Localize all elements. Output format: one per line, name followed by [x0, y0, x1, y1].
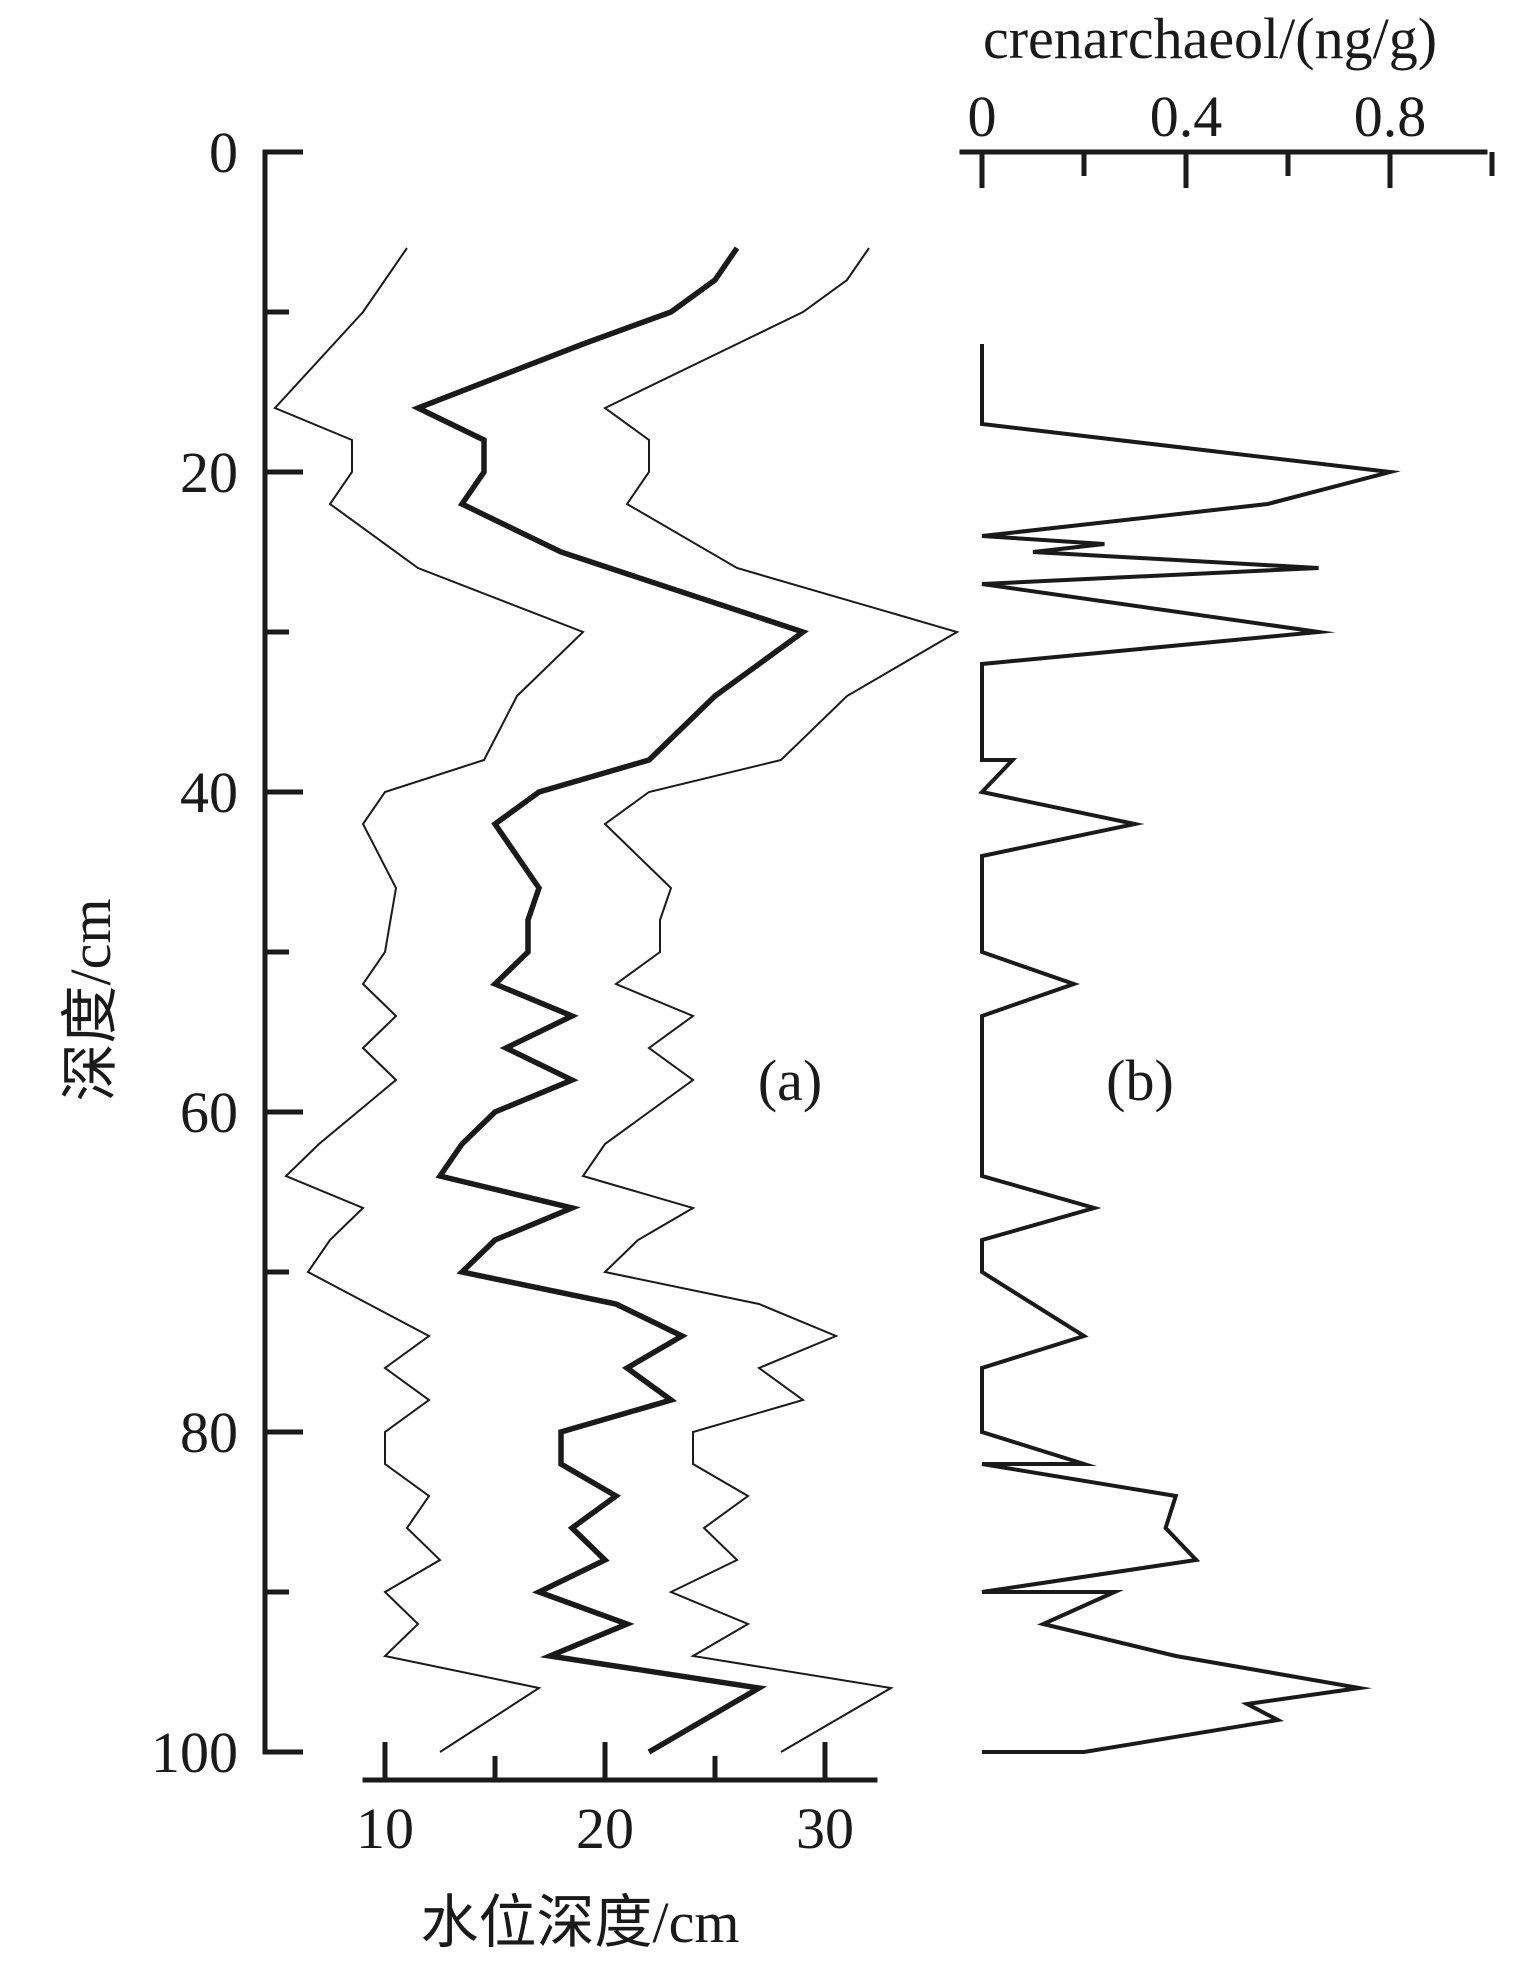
a-y-axis-title: 深度/cm	[58, 899, 123, 1102]
b-x-tick-label: 0.8	[1354, 84, 1427, 149]
b-x-tick-label: 0.4	[1150, 84, 1223, 149]
b-panel-label: (b)	[1106, 1048, 1174, 1113]
a-y-tick-label: 100	[151, 1720, 238, 1785]
panel-a: 0 20 40 60 80 100 10 20 30 深度/cm 水位深度/cm (a)	[58, 120, 960, 1955]
a-panel-label: (a)	[758, 1048, 822, 1113]
a-x-axis-ticks: 10 20 30	[356, 1742, 854, 1861]
panel-b: 0 0.4 0.8 crenarchaeol/(ng/g) (b)	[959, 6, 1495, 1754]
b-x-axis-ticks: 0 0.4 0.8	[968, 84, 1495, 188]
a-y-tick-label: 20	[180, 440, 238, 505]
a-x-tick-label: 20	[576, 1796, 634, 1861]
a-y-tick-label: 60	[180, 1080, 238, 1145]
a-y-tick-label: 40	[180, 760, 238, 825]
b-x-tick-label: 0	[968, 84, 997, 149]
a-x-axis-title: 水位深度/cm	[421, 1890, 740, 1955]
a-y-axis-ticks: 0 20 40 60 80 100	[151, 120, 303, 1785]
a-y-tick-label: 0	[209, 120, 238, 185]
b-series-line-1	[978, 344, 1401, 1754]
a-y-tick-label: 80	[180, 1400, 238, 1465]
b-x-axis-title: crenarchaeol/(ng/g)	[983, 6, 1437, 71]
a-series-line-1	[273, 247, 585, 1753]
a-x-tick-label: 30	[796, 1796, 854, 1861]
a-series-line-3	[581, 247, 960, 1753]
a-series-group	[273, 246, 960, 1755]
b-series-group	[978, 344, 1401, 1754]
a-series-line-2	[411, 246, 809, 1755]
a-x-tick-label: 10	[356, 1796, 414, 1861]
